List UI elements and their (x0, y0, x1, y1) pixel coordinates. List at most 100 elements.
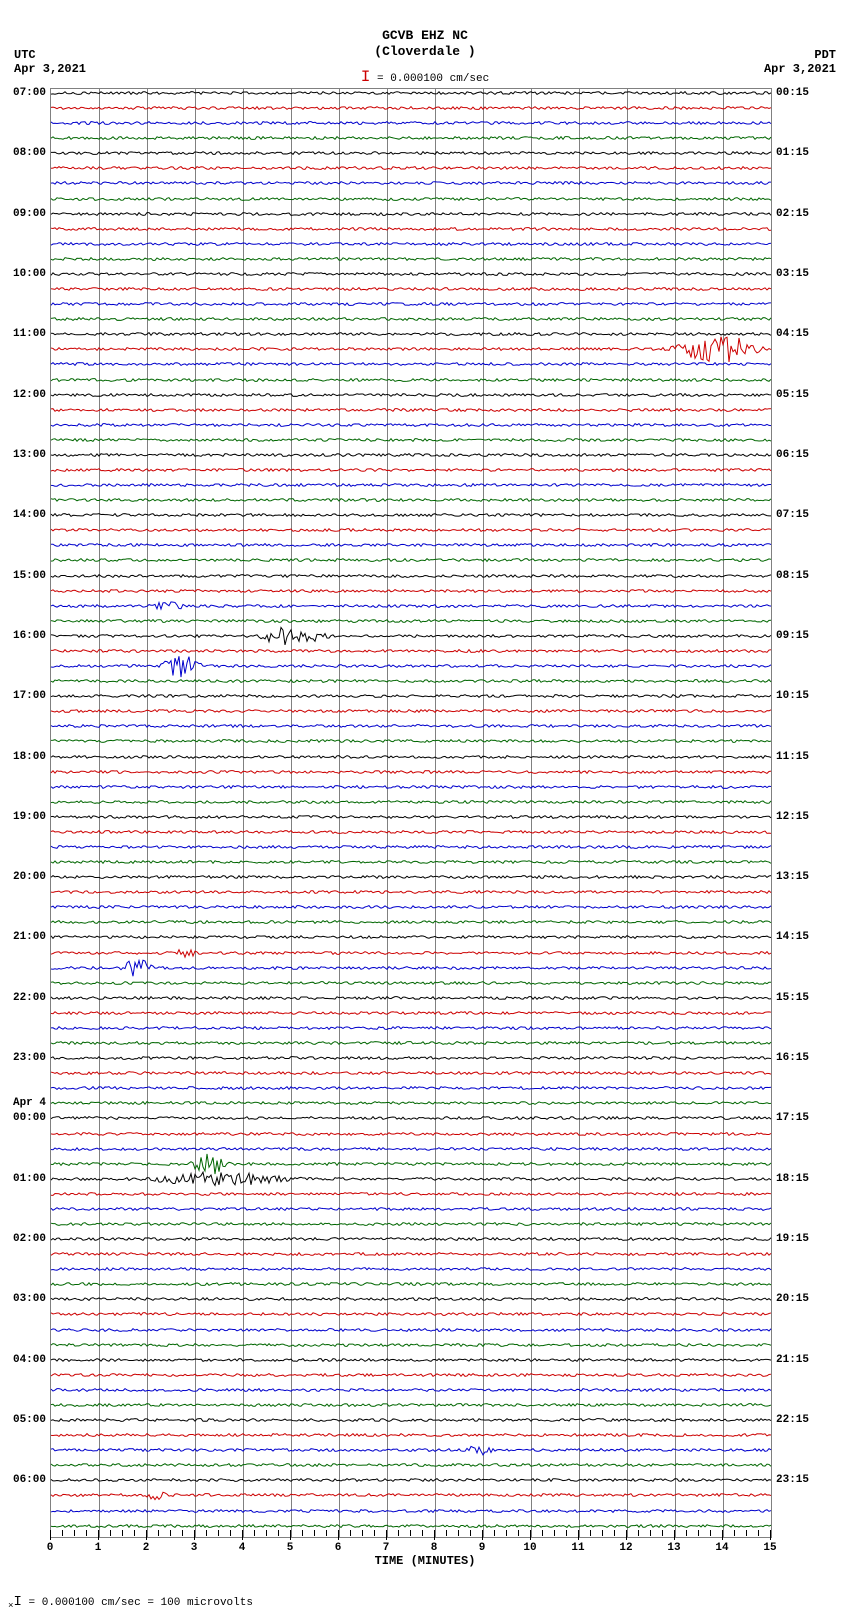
x-minor-tick (266, 1530, 267, 1536)
x-tick-label: 15 (760, 1542, 780, 1554)
x-minor-tick (614, 1530, 615, 1536)
utc-time-label: 20:00 (0, 871, 46, 883)
x-minor-tick (638, 1530, 639, 1536)
x-tick-mark (98, 1530, 99, 1540)
utc-time-label: 15:00 (0, 570, 46, 582)
utc-time-label: 14:00 (0, 509, 46, 521)
x-minor-tick (698, 1530, 699, 1536)
pdt-time-label: 01:15 (776, 147, 826, 159)
x-tick-mark (242, 1530, 243, 1540)
x-minor-tick (398, 1530, 399, 1536)
utc-time-label: 18:00 (0, 751, 46, 763)
x-minor-tick (458, 1530, 459, 1536)
utc-time-label: 10:00 (0, 268, 46, 280)
seismogram-container: GCVB EHZ NC (Cloverdale ) I = 0.000100 c… (0, 0, 850, 1613)
x-minor-tick (302, 1530, 303, 1536)
x-tick-mark (290, 1530, 291, 1540)
date-change-label: Apr 4 (0, 1097, 46, 1109)
x-tick-label: 3 (184, 1542, 204, 1554)
x-tick-mark (626, 1530, 627, 1540)
utc-time-label: 12:00 (0, 389, 46, 401)
x-minor-tick (422, 1530, 423, 1536)
utc-time-label: 08:00 (0, 147, 46, 159)
x-minor-tick (170, 1530, 171, 1536)
utc-time-label: 07:00 (0, 87, 46, 99)
station-code: GCVB EHZ NC (0, 28, 850, 43)
seismic-trace (51, 1506, 771, 1546)
x-tick-mark (338, 1530, 339, 1540)
pdt-time-label: 22:15 (776, 1414, 826, 1426)
utc-time-label: 23:00 (0, 1052, 46, 1064)
utc-time-label: 04:00 (0, 1354, 46, 1366)
x-minor-tick (86, 1530, 87, 1536)
utc-time-label: 01:00 (0, 1173, 46, 1185)
utc-time-label: 03:00 (0, 1293, 46, 1305)
x-tick-mark (194, 1530, 195, 1540)
x-minor-tick (122, 1530, 123, 1536)
pdt-time-label: 00:15 (776, 87, 826, 99)
x-minor-tick (566, 1530, 567, 1536)
x-minor-tick (686, 1530, 687, 1536)
x-minor-tick (662, 1530, 663, 1536)
x-minor-tick (206, 1530, 207, 1536)
x-tick-label: 5 (280, 1542, 300, 1554)
x-minor-tick (542, 1530, 543, 1536)
pdt-time-label: 17:15 (776, 1112, 826, 1124)
x-minor-tick (62, 1530, 63, 1536)
date-right-label: Apr 3,2021 (764, 62, 836, 76)
x-minor-tick (710, 1530, 711, 1536)
pdt-time-label: 13:15 (776, 871, 826, 883)
pdt-time-label: 10:15 (776, 690, 826, 702)
x-tick-mark (50, 1530, 51, 1540)
tz-left-label: UTC (14, 48, 36, 62)
x-minor-tick (446, 1530, 447, 1536)
seismogram-plot: 07:0008:0009:0010:0011:0012:0013:0014:00… (50, 88, 772, 1538)
x-tick-mark (434, 1530, 435, 1540)
pdt-time-label: 20:15 (776, 1293, 826, 1305)
x-minor-tick (158, 1530, 159, 1536)
x-tick-label: 10 (520, 1542, 540, 1554)
x-minor-tick (326, 1530, 327, 1536)
x-minor-tick (554, 1530, 555, 1536)
x-minor-tick (314, 1530, 315, 1536)
x-tick-mark (530, 1530, 531, 1540)
x-tick-mark (146, 1530, 147, 1540)
utc-time-label: 02:00 (0, 1233, 46, 1245)
x-tick-label: 9 (472, 1542, 492, 1554)
x-tick-mark (674, 1530, 675, 1540)
x-minor-tick (218, 1530, 219, 1536)
x-tick-label: 11 (568, 1542, 588, 1554)
x-minor-tick (230, 1530, 231, 1536)
utc-time-label: 17:00 (0, 690, 46, 702)
pdt-time-label: 14:15 (776, 931, 826, 943)
pdt-time-label: 19:15 (776, 1233, 826, 1245)
x-minor-tick (506, 1530, 507, 1536)
x-minor-tick (374, 1530, 375, 1536)
x-axis-title: TIME (MINUTES) (0, 1554, 850, 1568)
pdt-time-label: 15:15 (776, 992, 826, 1004)
x-minor-tick (278, 1530, 279, 1536)
x-tick-label: 7 (376, 1542, 396, 1554)
utc-time-label: 00:00 (0, 1112, 46, 1124)
x-minor-tick (494, 1530, 495, 1536)
x-minor-tick (470, 1530, 471, 1536)
x-minor-tick (350, 1530, 351, 1536)
x-tick-label: 13 (664, 1542, 684, 1554)
pdt-time-label: 09:15 (776, 630, 826, 642)
pdt-time-label: 03:15 (776, 268, 826, 280)
x-tick-label: 14 (712, 1542, 732, 1554)
x-minor-tick (410, 1530, 411, 1536)
utc-time-label: 09:00 (0, 208, 46, 220)
pdt-time-label: 08:15 (776, 570, 826, 582)
x-tick-mark (482, 1530, 483, 1540)
utc-time-label: 19:00 (0, 811, 46, 823)
x-tick-label: 8 (424, 1542, 444, 1554)
station-location: (Cloverdale ) (0, 44, 850, 59)
x-minor-tick (182, 1530, 183, 1536)
utc-time-label: 13:00 (0, 449, 46, 461)
x-tick-mark (722, 1530, 723, 1540)
x-minor-tick (758, 1530, 759, 1536)
utc-time-label: 21:00 (0, 931, 46, 943)
pdt-time-label: 12:15 (776, 811, 826, 823)
pdt-time-label: 11:15 (776, 751, 826, 763)
